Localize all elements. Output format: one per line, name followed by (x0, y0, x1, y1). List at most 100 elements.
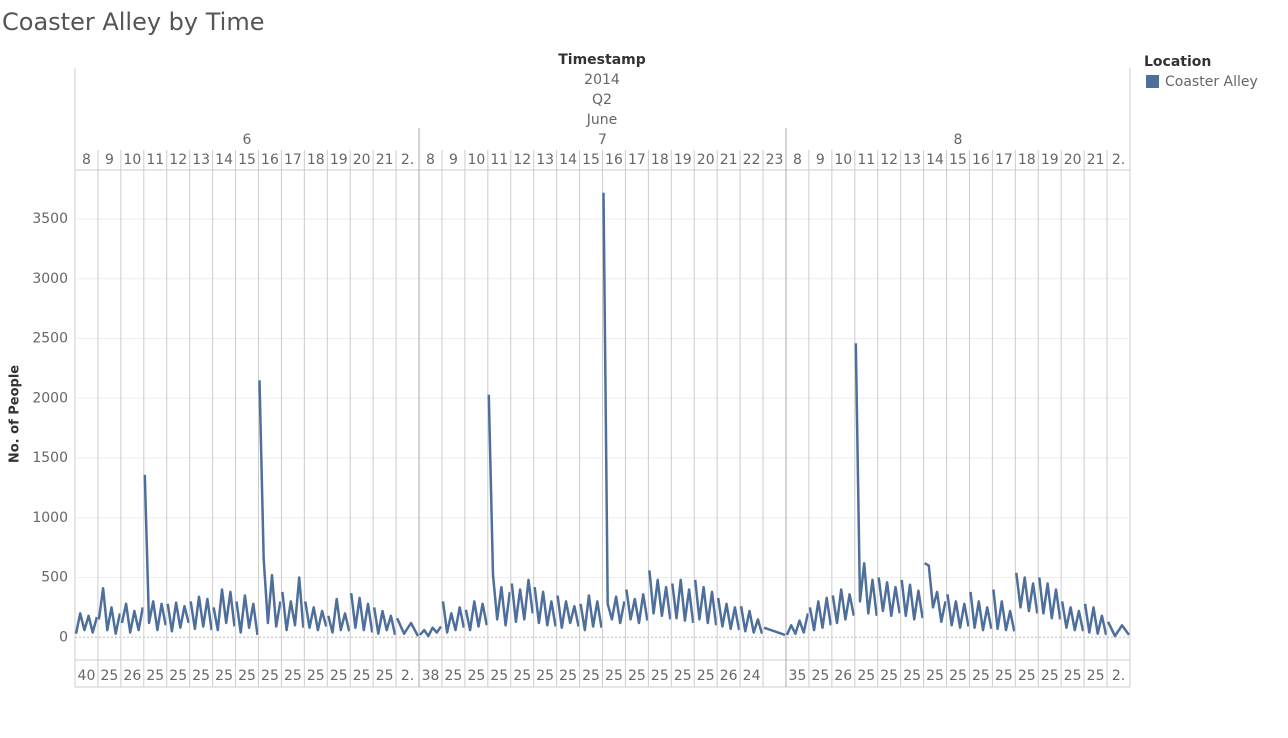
count-label: 25 (467, 668, 485, 684)
hour-label: 14 (215, 152, 233, 168)
column-header: 2014 (584, 72, 620, 88)
data-line (969, 591, 993, 632)
count-label: 25 (926, 668, 944, 684)
hour-label: 15 (949, 152, 967, 168)
column-header: Q2 (592, 92, 612, 108)
hour-label: 18 (307, 152, 325, 168)
data-line (923, 562, 947, 624)
data-line (372, 607, 397, 636)
hour-label: 14 (926, 152, 944, 168)
count-label: 25 (674, 668, 692, 684)
hour-label: 11 (146, 152, 164, 168)
data-line (189, 595, 213, 631)
count-label: 25 (376, 668, 394, 684)
count-label: 25 (192, 668, 210, 684)
count-label: 25 (513, 668, 531, 684)
count-label: 25 (880, 668, 898, 684)
hour-label: 23 (766, 152, 784, 168)
y-tick-label: 0 (59, 629, 68, 645)
legend-title: Location (1144, 54, 1211, 70)
hour-label: 12 (513, 152, 531, 168)
hour-label: 18 (1018, 152, 1036, 168)
hour-label: 16 (605, 152, 623, 168)
data-line (1083, 603, 1108, 636)
hour-label: 10 (467, 152, 485, 168)
data-line (395, 617, 420, 637)
data-line (648, 570, 672, 620)
data-line (97, 587, 122, 635)
count-label: 25 (1018, 668, 1036, 684)
hour-label: 17 (995, 152, 1013, 168)
hour-label: 21 (720, 152, 738, 168)
count-label: 24 (743, 668, 761, 684)
data-line (808, 596, 833, 632)
count-label: 25 (903, 668, 921, 684)
hour-label: 20 (1064, 152, 1082, 168)
hour-label: 10 (123, 152, 141, 168)
y-tick-label: 2500 (32, 331, 68, 347)
data-line (419, 625, 443, 638)
day-label: 6 (243, 132, 252, 148)
y-tick-label: 1500 (32, 450, 68, 466)
hour-label: 8 (793, 152, 802, 168)
data-line (212, 588, 236, 632)
count-label: 25 (100, 668, 118, 684)
count-label: 25 (651, 668, 669, 684)
count-label: 25 (628, 668, 646, 684)
count-label: 25 (307, 668, 325, 684)
data-line (510, 578, 534, 624)
count-label: 38 (422, 668, 440, 684)
data-line (602, 192, 626, 625)
hour-label: 21 (1087, 152, 1105, 168)
y-tick-label: 2000 (32, 390, 68, 406)
hour-label: 2. (401, 152, 414, 168)
hour-label: 19 (330, 152, 348, 168)
hour-label: 13 (903, 152, 921, 168)
hour-label: 8 (426, 152, 435, 168)
y-tick-label: 3500 (32, 211, 68, 227)
data-line (716, 597, 741, 631)
data-line (327, 597, 351, 634)
count-label: 25 (215, 668, 233, 684)
hour-label: 10 (834, 152, 852, 168)
count-label: 25 (445, 668, 463, 684)
data-line (349, 592, 374, 633)
count-label: 25 (1064, 668, 1082, 684)
data-line (166, 601, 190, 633)
count-label: 35 (789, 668, 807, 684)
count-label: 26 (720, 668, 738, 684)
data-line (487, 394, 512, 627)
hour-label: 19 (674, 152, 692, 168)
count-label: 25 (330, 668, 348, 684)
hour-label: 21 (376, 152, 394, 168)
hour-label: 8 (82, 152, 91, 168)
hour-label: 17 (628, 152, 646, 168)
hour-label: 20 (353, 152, 371, 168)
data-line (464, 600, 489, 632)
data-line (556, 595, 580, 629)
hour-label: 15 (238, 152, 256, 168)
count-label: 40 (78, 668, 96, 684)
data-line (831, 588, 856, 625)
hour-label: 15 (582, 152, 600, 168)
count-label: 2. (401, 668, 414, 684)
count-label: 26 (834, 668, 852, 684)
data-line (992, 589, 1016, 632)
data-line (693, 579, 718, 626)
data-line (1015, 572, 1039, 614)
data-line (946, 594, 970, 629)
hour-label: 19 (1041, 152, 1059, 168)
count-label: 25 (811, 668, 829, 684)
count-label: 2. (1112, 668, 1125, 684)
count-label: 25 (284, 668, 302, 684)
legend-label: Coaster Alley (1165, 74, 1258, 90)
data-line (281, 576, 305, 632)
data-line (304, 601, 328, 632)
hour-label: 2. (1112, 152, 1125, 168)
legend-swatch (1146, 75, 1159, 88)
hour-label: 16 (972, 152, 990, 168)
data-line (579, 594, 603, 632)
count-label: 25 (582, 668, 600, 684)
count-label: 25 (490, 668, 508, 684)
